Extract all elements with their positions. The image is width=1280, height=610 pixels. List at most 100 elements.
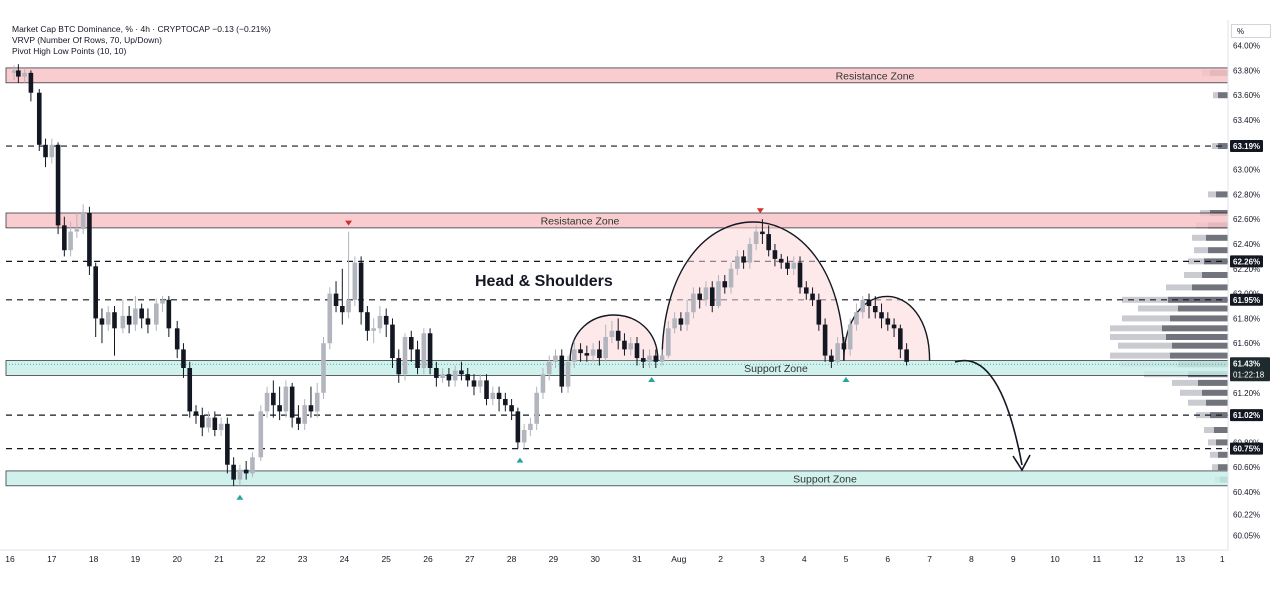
vp-bar-up-23 [1196, 412, 1210, 419]
candle-body-115 [741, 256, 746, 263]
pivot-low-marker-2 [648, 377, 656, 382]
candle-body-21 [145, 318, 151, 325]
candle-body-83 [540, 374, 546, 393]
candle-body-43 [289, 386, 295, 418]
vp-bar-up-25 [1208, 439, 1216, 446]
time-tick-label: 16 [5, 554, 15, 564]
vp-bar-down-24 [1214, 427, 1228, 433]
candle-body-69 [452, 370, 458, 381]
price-levels [6, 145, 1228, 450]
price-badges: 63.19% 62.26% 61.95% 61.02% 60.75% 61.43% 01:2… [1230, 140, 1270, 455]
candle-body-23 [160, 299, 165, 304]
candle-body-46 [308, 405, 314, 412]
vp-bar-down-22 [1206, 399, 1228, 406]
candle-body-130 [835, 343, 840, 362]
candle-body-56 [371, 328, 376, 331]
volume-profile [1110, 69, 1228, 483]
projection-arrow [954, 359, 1031, 472]
pivot-markers [236, 208, 850, 500]
vp-bar-up-2 [1212, 143, 1218, 150]
price-level-badge-0 [1230, 140, 1263, 153]
candle-body-65 [427, 333, 433, 368]
candle-body-39 [264, 392, 270, 412]
candle-body-71 [465, 374, 471, 381]
time-tick-label: 13 [1176, 554, 1186, 564]
axis-unit-button[interactable]: % [1231, 24, 1271, 38]
candle-body-25 [174, 328, 180, 350]
candle-body-5 [43, 144, 48, 158]
time-tick-label: 22 [256, 554, 266, 564]
time-tick-label: 21 [214, 554, 224, 564]
candle-body-14 [99, 318, 105, 325]
candle-body-52 [346, 299, 351, 313]
vp-bar-up-16 [1118, 342, 1172, 349]
current-price-label: 61.43% [1233, 359, 1260, 368]
candle-body-125 [803, 287, 809, 294]
vp-bar-up-13 [1122, 315, 1170, 322]
price-tick-label: 63.80% [1233, 66, 1260, 75]
candle-body-34 [231, 464, 236, 480]
candle-body-12 [87, 213, 92, 267]
candle-body-77 [503, 399, 508, 406]
legend-pivot-line[interactable]: Pivot High Low Points (10, 10) [12, 46, 127, 56]
time-tick-label: 25 [381, 554, 391, 564]
zone-label-support: Support Zone [744, 363, 808, 375]
zone-label-support: Support Zone [793, 473, 857, 485]
projection-arrow-path [954, 359, 1023, 466]
candle-body-70 [459, 370, 464, 375]
candle-body-9 [68, 231, 73, 251]
vp-bar-up-1 [1213, 92, 1218, 99]
zone-label-resistance: Resistance Zone [541, 215, 620, 227]
price-tick-label: 63.60% [1233, 91, 1260, 100]
candle-body-119 [766, 234, 771, 251]
annotation-head-shoulders: Head & Shoulders [475, 273, 613, 290]
price-level-badge-label: 62.26% [1233, 257, 1260, 266]
vp-bar-down-14 [1162, 325, 1228, 332]
price-level-badge-label: 61.95% [1233, 296, 1260, 305]
left-shoulder-arc-fill [570, 314, 658, 361]
pivot-low-marker-0 [236, 494, 244, 500]
candle-body-54 [358, 262, 364, 313]
pivot-high-marker-0 [345, 220, 353, 226]
candle-body-132 [847, 324, 853, 350]
candle-body-97 [628, 343, 634, 350]
candle-body-91 [590, 349, 596, 356]
candle-body-107 [691, 293, 696, 313]
vp-bar-up-21 [1180, 389, 1202, 396]
price-tick-label: 61.80% [1233, 314, 1260, 323]
candle-body-138 [885, 318, 891, 325]
time-tick-label: 9 [1011, 554, 1016, 564]
candle-body-101 [653, 355, 659, 362]
candle-body-40 [271, 392, 276, 406]
candle-body-3 [28, 72, 34, 93]
candle-body-126 [810, 293, 815, 300]
vp-bar-down-25 [1216, 439, 1228, 446]
candle-body-20 [139, 308, 144, 319]
candle-body-45 [302, 405, 307, 424]
time-tick-label: 28 [507, 554, 517, 564]
price-level-badge-1 [1230, 255, 1263, 268]
candle-body-18 [126, 315, 132, 325]
vp-bar-up-24 [1204, 427, 1214, 433]
candle-body-141 [904, 349, 909, 362]
chart-legend: Market Cap BTC Dominance, % · 4h · CRYPT… [12, 24, 271, 57]
candle-body-116 [747, 244, 753, 263]
time-tick-label: 8 [969, 554, 974, 564]
time-tick-label: 5 [844, 554, 849, 564]
candle-body-63 [415, 349, 420, 368]
vp-bar-up-22 [1188, 399, 1206, 406]
price-level-badge-label: 63.19% [1233, 142, 1260, 151]
price-tick-label: 60.22% [1233, 510, 1260, 519]
candle-body-6 [49, 144, 55, 158]
head-arc [661, 221, 845, 361]
candle-body-89 [578, 349, 583, 354]
vp-bar-up-20 [1172, 379, 1198, 386]
vp-bar-down-21 [1202, 389, 1228, 396]
price-axis[interactable]: 64.00% 63.80% 63.60% 63.40% 63.00% 62.80% 62.6… [1233, 42, 1260, 541]
candle-body-4 [36, 92, 42, 145]
candle-body-74 [484, 380, 489, 399]
legend-vrvp-line[interactable]: VRVP (Number Of Rows, 70, Up/Down) [12, 35, 162, 45]
time-axis[interactable]: 16 17 18 19 20 21 22 23 24 25 26 27 28 29 30 31 Aug 2 3 4 5 6… [5, 554, 1225, 564]
legend-symbol-line[interactable]: Market Cap BTC Dominance, % · 4h · CRYPT… [12, 24, 271, 34]
